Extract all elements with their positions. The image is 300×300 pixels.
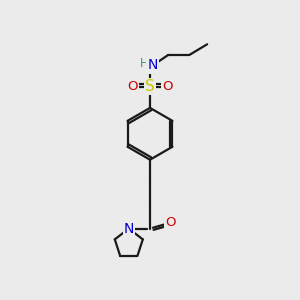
Text: S: S — [145, 79, 155, 94]
Text: O: O — [128, 80, 138, 93]
Text: N: N — [124, 222, 134, 236]
Text: O: O — [162, 80, 172, 93]
Text: N: N — [147, 58, 158, 73]
Text: O: O — [165, 216, 176, 229]
Text: H: H — [140, 57, 149, 70]
